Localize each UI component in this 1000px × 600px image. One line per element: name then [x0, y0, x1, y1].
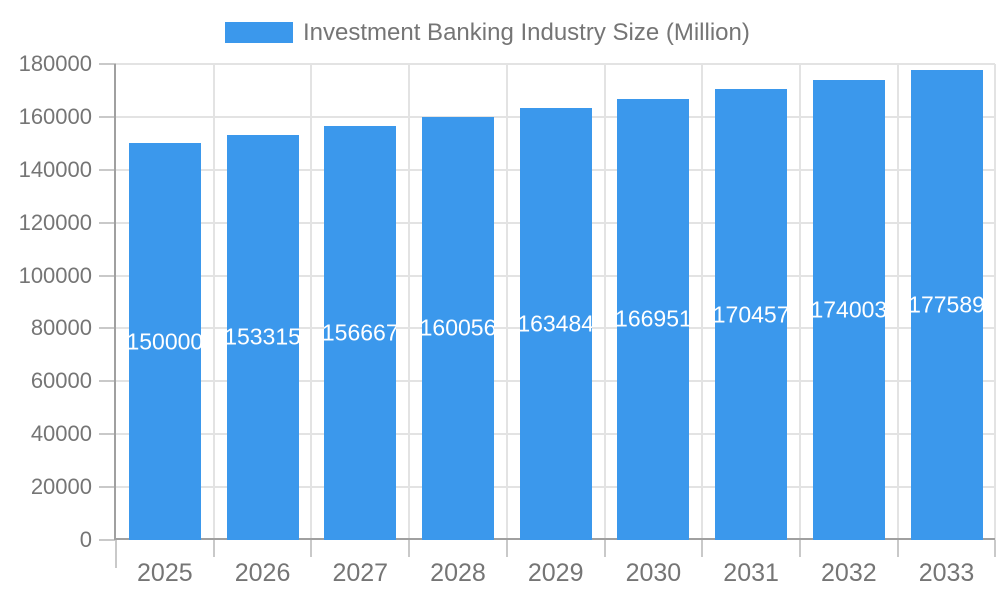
- y-tick-label: 140000: [18, 156, 92, 182]
- y-tick: [99, 380, 116, 383]
- x-tick: [603, 540, 606, 557]
- x-tick: [994, 540, 997, 557]
- x-gridline: [310, 64, 313, 540]
- y-tick-label: 80000: [30, 315, 92, 341]
- legend-label: Investment Banking Industry Size (Millio…: [303, 19, 750, 46]
- x-tick: [310, 540, 313, 557]
- x-tick-label: 2030: [625, 559, 682, 587]
- y-tick: [99, 327, 116, 330]
- x-gridline: [603, 64, 606, 540]
- bar[interactable]: 177589: [910, 70, 983, 540]
- x-tick: [408, 540, 411, 557]
- bar-value-label: 156667: [324, 319, 397, 346]
- x-gridline: [505, 64, 508, 540]
- x-tick: [896, 540, 899, 557]
- y-tick-label: 120000: [18, 209, 92, 235]
- bar-value-label: 177589: [910, 291, 983, 318]
- y-tick: [99, 115, 116, 118]
- y-tick-label: 0: [79, 527, 92, 552]
- x-tick-label: 2025: [137, 559, 193, 587]
- x-tick-label: 2031: [723, 559, 779, 587]
- x-tick-label: 2026: [234, 559, 291, 587]
- x-gridline: [701, 64, 704, 540]
- bar-value-label: 153315: [226, 323, 299, 350]
- bar[interactable]: 160056: [421, 116, 494, 540]
- x-tick: [212, 540, 215, 557]
- bar[interactable]: 156667: [324, 125, 397, 540]
- y-tick-label: 100000: [18, 262, 92, 288]
- bar[interactable]: 170457: [715, 89, 788, 540]
- y-tick-label: 40000: [30, 421, 92, 447]
- y-tick: [99, 168, 116, 171]
- y-tick: [99, 433, 116, 436]
- x-gridline: [798, 64, 801, 540]
- bar-value-label: 160056: [421, 314, 494, 341]
- y-tick-label: 20000: [30, 474, 92, 500]
- y-tick: [99, 274, 116, 277]
- y-tick-label: 180000: [18, 51, 92, 76]
- bar-value-label: 174003: [812, 296, 885, 323]
- y-gridline: [116, 63, 996, 65]
- x-tick-label: 2032: [821, 559, 877, 587]
- bar[interactable]: 153315: [226, 134, 299, 540]
- y-tick: [99, 486, 116, 489]
- legend-swatch: [225, 22, 293, 43]
- y-tick: [99, 539, 116, 541]
- x-tick: [115, 540, 117, 568]
- x-tick: [798, 540, 801, 557]
- x-tick: [701, 540, 704, 557]
- bar[interactable]: 174003: [812, 79, 885, 540]
- bar[interactable]: 166951: [617, 98, 690, 540]
- y-axis-line: [114, 64, 116, 540]
- bar[interactable]: 150000: [128, 143, 201, 540]
- bar-value-label: 166951: [617, 305, 690, 332]
- x-gridline: [408, 64, 411, 540]
- bar-value-label: 163484: [519, 310, 592, 337]
- bar[interactable]: 163484: [519, 107, 592, 540]
- x-gridline: [896, 64, 899, 540]
- y-tick: [99, 221, 116, 224]
- x-tick: [505, 540, 508, 557]
- x-tick-label: 2033: [918, 559, 975, 587]
- x-tick-label: 2027: [332, 559, 389, 587]
- x-tick-label: 2028: [430, 559, 486, 587]
- y-tick-label: 160000: [18, 103, 92, 129]
- x-gridline: [212, 64, 215, 540]
- legend: Investment Banking Industry Size (Millio…: [225, 16, 750, 49]
- x-tick-label: 2029: [527, 559, 584, 587]
- bar-value-label: 170457: [715, 301, 788, 328]
- y-tick: [99, 63, 116, 65]
- x-gridline: [994, 64, 997, 540]
- y-tick-label: 60000: [30, 368, 92, 394]
- bar-value-label: 150000: [128, 328, 201, 355]
